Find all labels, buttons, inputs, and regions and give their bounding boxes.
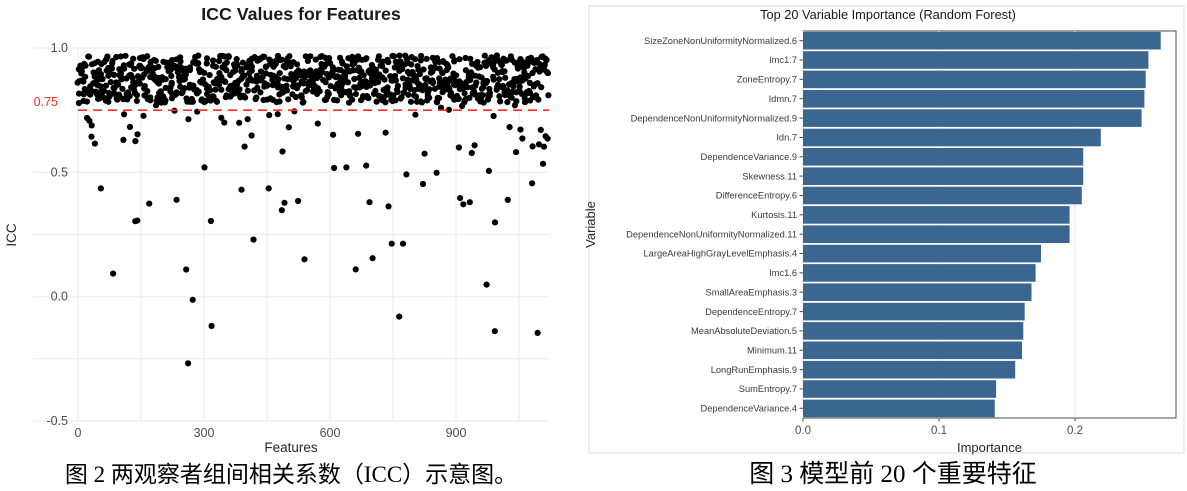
- svg-text:DifferenceEntropy.6: DifferenceEntropy.6: [716, 191, 797, 201]
- svg-text:300: 300: [194, 426, 215, 440]
- svg-text:0: 0: [75, 426, 82, 440]
- svg-text:DependenceEntropy.7: DependenceEntropy.7: [705, 307, 797, 317]
- svg-text:ZoneEntropy.7: ZoneEntropy.7: [737, 75, 797, 85]
- svg-text:0.75: 0.75: [34, 95, 58, 109]
- svg-text:1.0: 1.0: [51, 41, 68, 55]
- svg-text:Idn.7: Idn.7: [776, 133, 797, 143]
- svg-text:Variable: Variable: [583, 201, 598, 248]
- svg-text:0.0: 0.0: [795, 425, 811, 437]
- svg-text:600: 600: [320, 426, 341, 440]
- svg-text:MeanAbsoluteDeviation.5: MeanAbsoluteDeviation.5: [691, 326, 797, 336]
- svg-text:Importance: Importance: [957, 440, 1022, 455]
- svg-text:0.1: 0.1: [931, 425, 947, 437]
- svg-text:Features: Features: [264, 440, 318, 455]
- svg-text:Kurtosis.11: Kurtosis.11: [751, 210, 797, 220]
- svg-text:图 2 两观察者组间相关系数（ICC）示意图。: 图 2 两观察者组间相关系数（ICC）示意图。: [65, 462, 517, 487]
- svg-text:-0.5: -0.5: [46, 414, 68, 428]
- svg-text:DependenceNonUniformityNormali: DependenceNonUniformityNormalized.11: [626, 229, 797, 239]
- svg-text:Top 20 Variable Importance (Ra: Top 20 Variable Importance (Random Fores…: [760, 7, 1016, 22]
- svg-text:SizeZoneNonUniformityNormalize: SizeZoneNonUniformityNormalized.6: [644, 36, 797, 46]
- svg-text:0.2: 0.2: [1067, 425, 1083, 437]
- svg-text:LargeAreaHighGrayLevelEmphasis: LargeAreaHighGrayLevelEmphasis.4: [644, 249, 797, 259]
- svg-text:SmallAreaEmphasis.3: SmallAreaEmphasis.3: [706, 287, 797, 297]
- svg-text:Minimum.11: Minimum.11: [747, 346, 797, 356]
- svg-text:Imc1.6: Imc1.6: [769, 268, 797, 278]
- svg-text:DependenceVariance.9: DependenceVariance.9: [701, 152, 797, 162]
- svg-text:SumEntropy.7: SumEntropy.7: [739, 384, 797, 394]
- svg-text:Idmn.7: Idmn.7: [769, 94, 797, 104]
- svg-text:Skewness.11: Skewness.11: [742, 171, 797, 181]
- svg-text:0.5: 0.5: [51, 165, 68, 179]
- svg-text:LongRunEmphasis.9: LongRunEmphasis.9: [711, 365, 797, 375]
- svg-text:图 3 模型前 20 个重要特征: 图 3 模型前 20 个重要特征: [749, 460, 1037, 488]
- svg-text:ICC: ICC: [4, 223, 19, 247]
- svg-text:ICC Values for Features: ICC Values for Features: [201, 4, 401, 24]
- svg-text:DependenceNonUniformityNormali: DependenceNonUniformityNormalized.9: [631, 113, 797, 123]
- svg-text:0.0: 0.0: [51, 290, 68, 304]
- svg-text:Imc1.7: Imc1.7: [769, 55, 797, 65]
- svg-text:900: 900: [446, 426, 467, 440]
- svg-text:DependenceVariance.4: DependenceVariance.4: [701, 404, 797, 414]
